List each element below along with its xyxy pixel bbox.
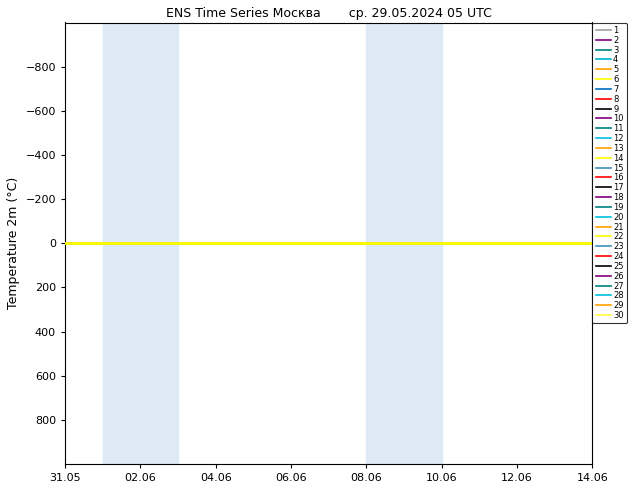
Bar	[366, 23, 442, 464]
Legend: 1, 2, 3, 4, 5, 6, 7, 8, 9, 10, 11, 12, 13, 14, 15, 16, 17, 18, 19, 20, 21, 22, 2: 1, 2, 3, 4, 5, 6, 7, 8, 9, 10, 11, 12, 1…	[592, 23, 627, 323]
Y-axis label: Temperature 2m (°C): Temperature 2m (°C)	[7, 177, 20, 309]
Title: ENS Time Series Москва       ср. 29.05.2024 05 UTC: ENS Time Series Москва ср. 29.05.2024 05…	[165, 7, 491, 20]
Bar	[103, 23, 178, 464]
